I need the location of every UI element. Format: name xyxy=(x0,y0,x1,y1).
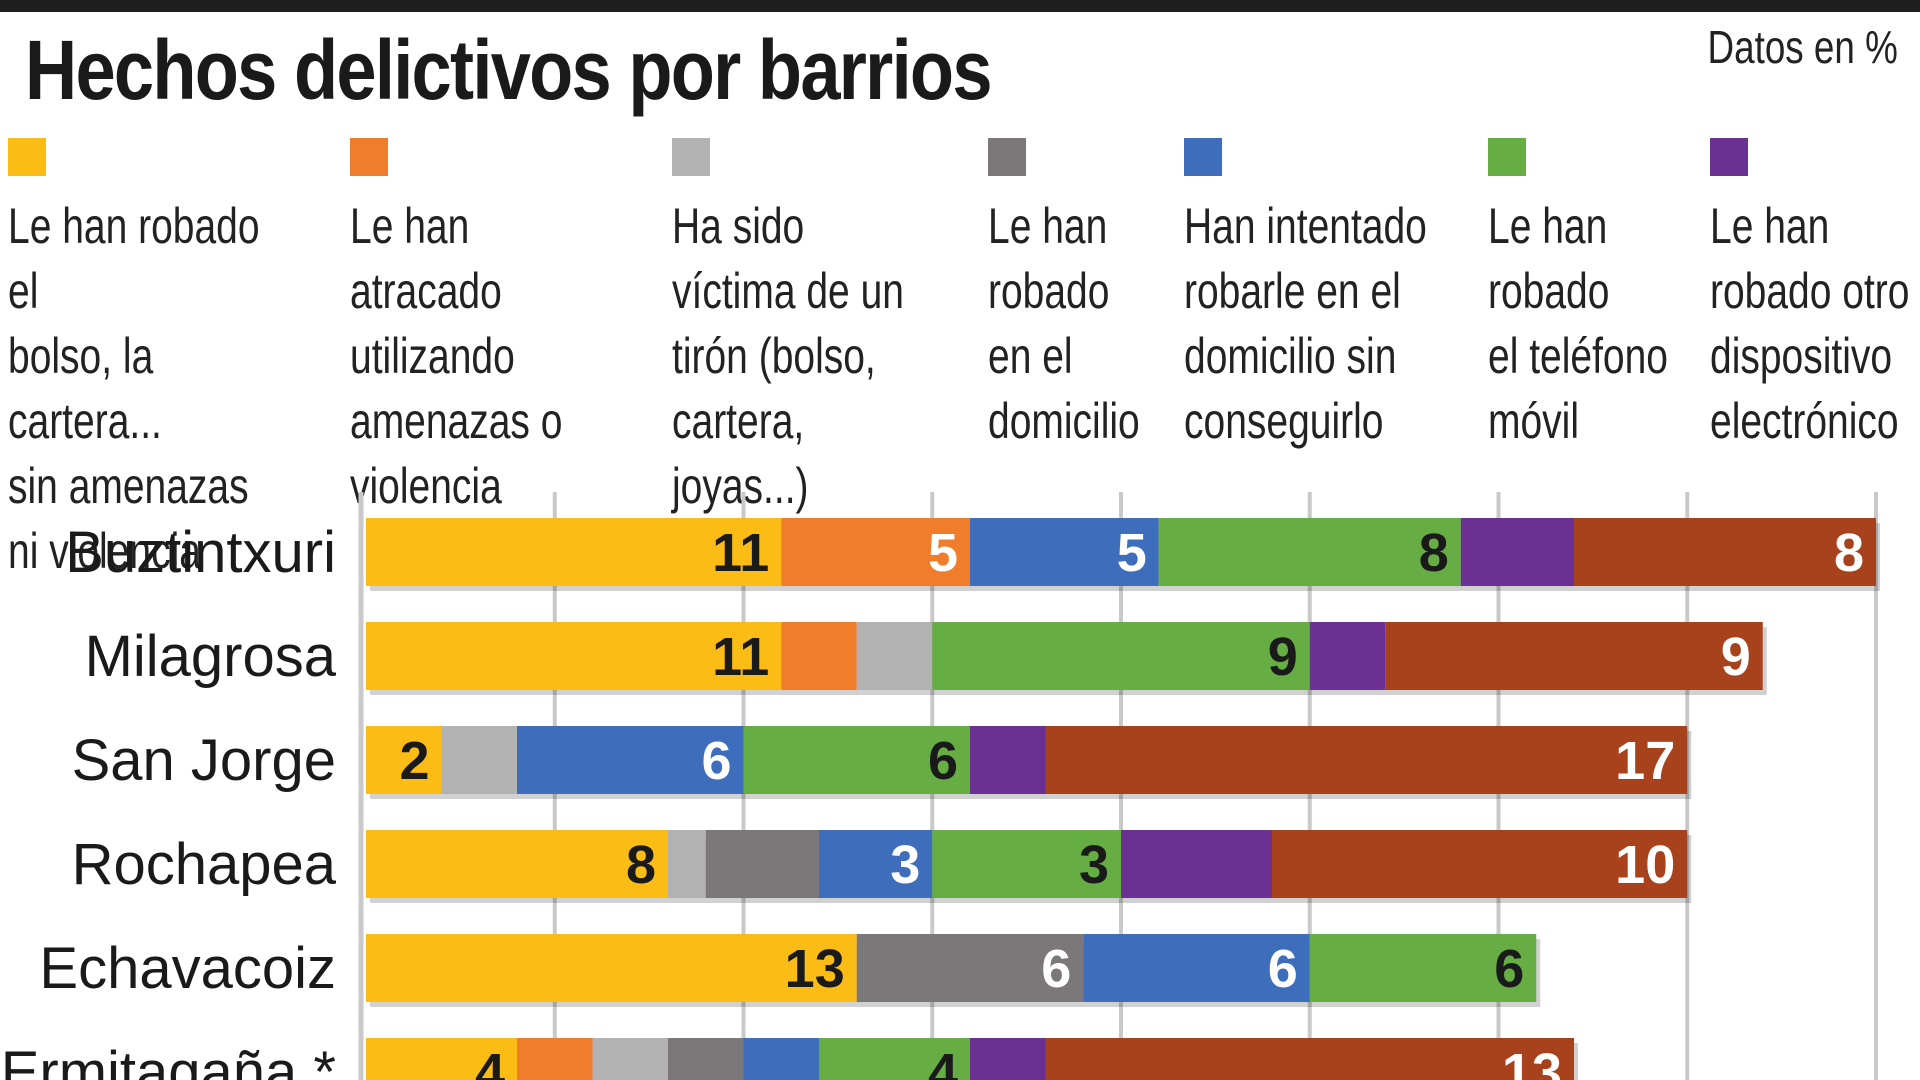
data-label: 4 xyxy=(928,1043,958,1080)
legend-label: Han intentado robarle en el domicilio si… xyxy=(1184,198,1427,449)
legend-item: Le han robado el teléfono móvil xyxy=(1488,138,1828,454)
legend-swatch xyxy=(1488,138,1526,176)
bar-segment xyxy=(743,726,970,794)
bar-segment xyxy=(781,622,857,690)
legend-swatch xyxy=(8,138,46,176)
category-label: Ermitagaña * xyxy=(1,1040,336,1080)
legend-label: Le han robado en el domicilio xyxy=(988,198,1140,449)
data-label: 10 xyxy=(1615,835,1675,895)
data-label: 9 xyxy=(1721,627,1751,687)
stacked-bar-chart: Buztintxuri 11 5 5 8 8 Milagrosa 11 9 9 San Jorge 2… xyxy=(1,492,1880,1080)
legend-label: Le han robado el bolso, la cartera... si… xyxy=(8,198,260,579)
category-label: Buztintxuri xyxy=(65,520,336,585)
data-label: 9 xyxy=(1268,627,1298,687)
bar-segment xyxy=(1385,622,1763,690)
legend-item: Han intentado robarle en el domicilio si… xyxy=(1184,138,1524,454)
data-label: 3 xyxy=(890,835,920,895)
category-label: San Jorge xyxy=(72,728,336,793)
legend-swatch xyxy=(1710,138,1748,176)
data-label: 3 xyxy=(1079,835,1109,895)
category-label: Echavacoiz xyxy=(39,936,336,1001)
data-label: 13 xyxy=(785,939,845,999)
bar-segment xyxy=(743,1038,819,1080)
bar-segment xyxy=(668,1038,744,1080)
bar-segment xyxy=(1083,934,1310,1002)
data-label: 5 xyxy=(1117,523,1147,583)
bar-segment xyxy=(819,1038,970,1080)
data-label: 6 xyxy=(1041,939,1071,999)
bar-segment xyxy=(592,1038,668,1080)
data-label: 17 xyxy=(1615,731,1675,791)
top-bar xyxy=(0,0,1920,12)
bar-segment xyxy=(932,622,1310,690)
bar-segment xyxy=(819,830,933,898)
legend-item: Ha sido víctima de un tirón (bolso, cart… xyxy=(672,138,1012,519)
bar-segment xyxy=(668,830,706,898)
chart-title: Hechos delictivos por barrios xyxy=(25,23,993,117)
data-label: 2 xyxy=(399,731,429,791)
legend-label: Ha sido víctima de un tirón (bolso, cart… xyxy=(672,198,904,514)
bar-segment xyxy=(517,1038,593,1080)
legend-item: Le han atracado utilizando amenazas o vi… xyxy=(350,138,690,519)
bar-segment xyxy=(1460,518,1574,586)
legend-item: Le han robado el bolso, la cartera... si… xyxy=(8,138,348,584)
bar-segment xyxy=(1158,518,1461,586)
bar-segment xyxy=(705,830,819,898)
bar-segment xyxy=(970,518,1159,586)
bar-segment xyxy=(441,726,517,794)
bar-segment xyxy=(1272,830,1688,898)
category-label: Milagrosa xyxy=(85,624,337,689)
bar-segment xyxy=(366,1038,517,1080)
data-label: 6 xyxy=(701,731,731,791)
data-label: 6 xyxy=(1268,939,1298,999)
bar-segment xyxy=(856,622,933,690)
data-label: 8 xyxy=(1834,523,1864,583)
bar-segment xyxy=(856,934,1084,1002)
bar-segment xyxy=(366,830,668,898)
data-label: 11 xyxy=(712,523,769,583)
legend-swatch xyxy=(988,138,1026,176)
legend-swatch xyxy=(1184,138,1222,176)
bar-segment xyxy=(1045,1038,1574,1080)
bar-segment xyxy=(1121,830,1272,898)
bar-segment xyxy=(517,726,744,794)
legend-label: Le han robado otro dispositivo electróni… xyxy=(1710,198,1910,449)
legend-label: Le han robado el teléfono móvil xyxy=(1488,198,1668,449)
data-label: 4 xyxy=(475,1043,505,1080)
bar-segment xyxy=(781,518,970,586)
legend-swatch xyxy=(672,138,710,176)
bar-segment xyxy=(1574,518,1876,586)
bar-segment xyxy=(366,726,442,794)
data-label: 13 xyxy=(1502,1043,1562,1080)
legend-label: Le han atracado utilizando amenazas o vi… xyxy=(350,198,563,514)
legend-swatch xyxy=(350,138,388,176)
data-label: 5 xyxy=(928,523,958,583)
data-label: 8 xyxy=(1419,523,1449,583)
bar-segment xyxy=(366,518,782,586)
data-label: 11 xyxy=(712,627,769,687)
units-note: Datos en % xyxy=(1707,21,1898,73)
data-label: 6 xyxy=(928,731,958,791)
bar-segment xyxy=(970,1038,1046,1080)
category-label: Rochapea xyxy=(72,832,337,897)
legend-item: Le han robado otro dispositivo electróni… xyxy=(1710,138,1920,454)
bar-segment xyxy=(1045,726,1688,794)
bar-segment xyxy=(970,726,1046,794)
bar-segment xyxy=(932,830,1121,898)
bar-segment xyxy=(1309,622,1386,690)
data-label: 6 xyxy=(1494,939,1524,999)
bar-segment xyxy=(366,934,857,1002)
data-label: 8 xyxy=(626,835,656,895)
bar-segment xyxy=(1309,934,1537,1002)
legend-item: Le han robado en el domicilio xyxy=(988,138,1328,454)
bar-segment xyxy=(366,622,782,690)
